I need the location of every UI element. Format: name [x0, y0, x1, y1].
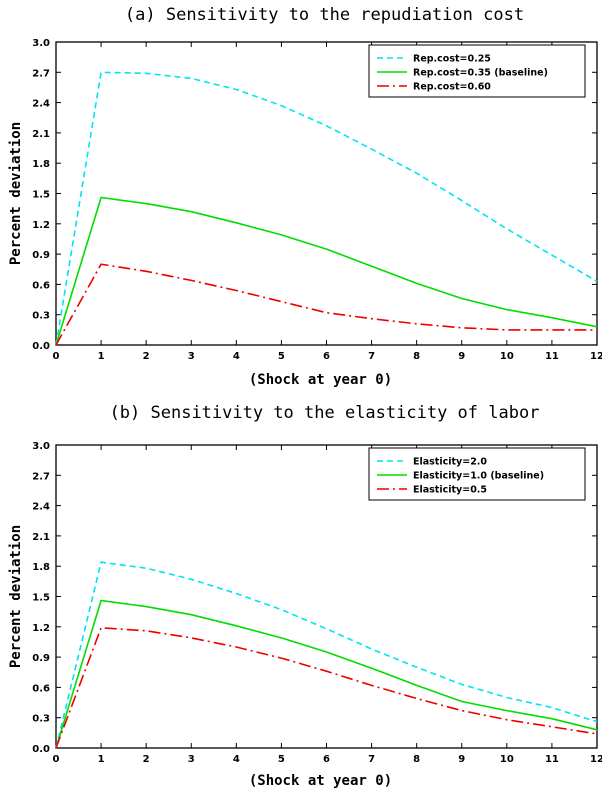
series-line-1: [55, 561, 598, 749]
x-tick-label: 3: [188, 351, 195, 362]
x-tick-label: 5: [278, 351, 285, 362]
x-tick-label: 10: [500, 351, 514, 362]
x-tick-label: 10: [500, 754, 514, 765]
x-tick-label: 12: [590, 351, 602, 362]
legend-box: [368, 44, 586, 98]
x-tick-label: 8: [413, 351, 420, 362]
y-axis-label: Percent deviation: [8, 525, 24, 668]
x-tick-label: 5: [278, 754, 285, 765]
y-tick-label: 0.9: [32, 250, 50, 261]
x-axis-label: (Shock at year 0): [249, 773, 392, 789]
y-tick-label: 1.8: [32, 562, 50, 573]
y-tick-label: 0.6: [32, 280, 50, 291]
x-tick-label: 0: [53, 351, 60, 362]
y-tick-label: 0.9: [32, 653, 50, 664]
y-tick-label: 2.7: [32, 471, 50, 482]
y-tick-label: 3.0: [32, 38, 50, 49]
x-tick-label: 6: [323, 754, 330, 765]
y-tick-label: 0.6: [32, 683, 50, 694]
legend-label-1: Rep.cost=0.25: [413, 54, 491, 65]
x-tick-label: 7: [368, 351, 375, 362]
y-tick-label: 1.2: [32, 623, 50, 634]
y-tick-label: 1.5: [32, 190, 50, 201]
legend-label-3: Elasticity=0.5: [413, 485, 487, 496]
x-tick-label: 6: [323, 351, 330, 362]
x-axis-label: (Shock at year 0): [249, 372, 392, 388]
y-tick-label: 3.0: [32, 441, 50, 452]
y-tick-label: 0.3: [32, 311, 50, 322]
y-tick-label: 2.1: [32, 129, 50, 140]
y-tick-label: 2.7: [32, 68, 50, 79]
legend: Elasticity=2.0 Elasticity=1.0 (baseline) E…: [368, 447, 586, 501]
y-tick-label: 2.4: [32, 99, 50, 110]
x-tick-label: 4: [233, 351, 240, 362]
y-tick-label: 1.8: [32, 159, 50, 170]
legend-label-2: Rep.cost=0.35 (baseline): [413, 68, 548, 79]
y-tick-label: 0.3: [32, 714, 50, 725]
series-line-3: [55, 626, 598, 749]
y-tick-label: 2.1: [32, 532, 50, 543]
x-tick-label: 0: [53, 754, 60, 765]
x-tick-label: 8: [413, 754, 420, 765]
x-tick-label: 12: [590, 754, 602, 765]
series-line-2: [55, 599, 598, 749]
y-tick-label: 1.2: [32, 220, 50, 231]
series-line-2: [55, 196, 598, 346]
y-axis-label: Percent deviation: [8, 122, 24, 265]
x-tick-label: 1: [98, 754, 105, 765]
x-tick-label: 9: [458, 754, 465, 765]
y-tick-label: 0.0: [32, 744, 50, 755]
series-line-1: [55, 71, 598, 346]
y-tick-label: 0.0: [32, 341, 50, 352]
chart-title: (a) Sensitivity to the repudiation cost: [125, 5, 524, 25]
x-tick-label: 3: [188, 754, 195, 765]
x-tick-label: 4: [233, 754, 240, 765]
legend-label-2: Elasticity=1.0 (baseline): [413, 471, 544, 482]
x-tick-label: 9: [458, 351, 465, 362]
chart-a: (a) Sensitivity to the repudiation cost 0…: [8, 5, 602, 388]
legend-label-3: Rep.cost=0.60: [413, 82, 491, 93]
chart-b: (b) Sensitivity to the elasticity of lab…: [8, 403, 602, 789]
x-tick-label: 7: [368, 754, 375, 765]
legend-label-1: Elasticity=2.0: [413, 457, 487, 468]
legend: Rep.cost=0.25 Rep.cost=0.35 (baseline) Rep…: [368, 44, 586, 98]
legend-box: [368, 447, 586, 501]
x-tick-label: 2: [143, 351, 150, 362]
x-tick-label: 11: [545, 351, 559, 362]
chart-title: (b) Sensitivity to the elasticity of lab…: [110, 403, 540, 423]
x-tick-label: 11: [545, 754, 559, 765]
series-line-3: [55, 263, 597, 346]
y-tick-label: 2.4: [32, 502, 50, 513]
y-tick-label: 1.5: [32, 593, 50, 604]
x-tick-label: 1: [98, 351, 105, 362]
x-tick-label: 2: [143, 754, 150, 765]
